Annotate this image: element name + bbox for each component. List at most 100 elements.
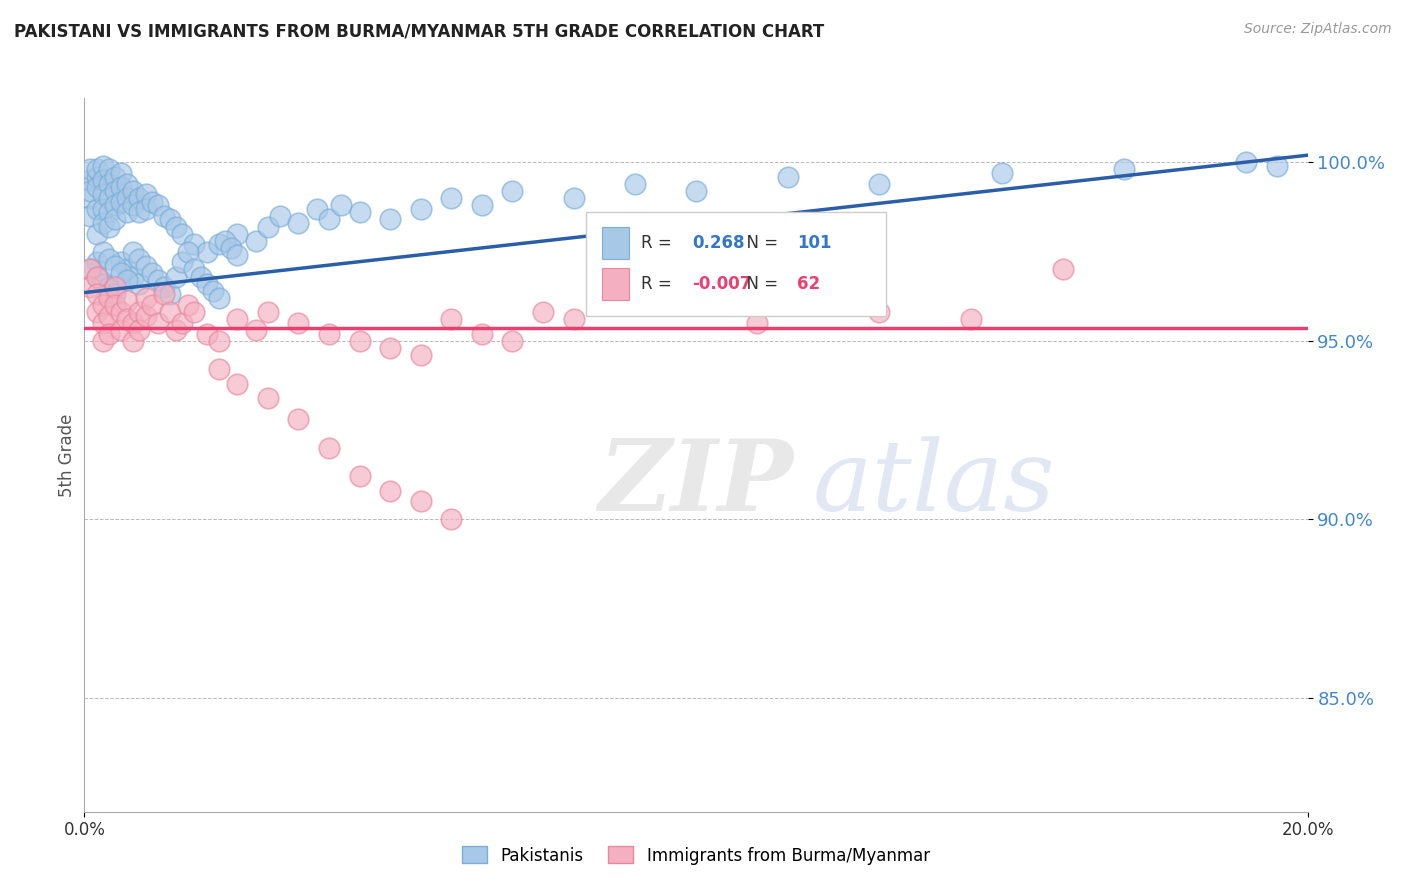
Point [91, 187, 114, 202]
Point [1265, 159, 1288, 173]
Point [104, 298, 127, 312]
Point [135, 291, 157, 305]
Point [135, 187, 157, 202]
Text: -0.007: -0.007 [692, 275, 752, 293]
Point [91, 173, 114, 187]
Point [115, 191, 138, 205]
Point [776, 169, 799, 184]
Point [305, 202, 328, 216]
Text: N =: N = [737, 234, 783, 252]
FancyBboxPatch shape [586, 212, 886, 316]
Point [991, 166, 1014, 180]
Point [159, 212, 181, 227]
Text: 101: 101 [797, 234, 832, 252]
Point [257, 391, 280, 405]
Point [165, 219, 187, 234]
Point [318, 441, 340, 455]
Point [208, 237, 231, 252]
Point [226, 376, 249, 391]
Bar [602, 227, 628, 259]
Point [91, 334, 114, 348]
Point [91, 202, 114, 216]
Point [110, 323, 132, 337]
Point [226, 248, 249, 262]
Point [287, 216, 309, 230]
Point [624, 280, 647, 294]
Point [409, 348, 432, 362]
Point [257, 219, 280, 234]
Point [807, 298, 830, 312]
Point [110, 305, 132, 319]
Point [86, 255, 108, 269]
Point [159, 305, 181, 319]
Point [110, 255, 132, 269]
Point [502, 334, 524, 348]
Point [440, 512, 463, 526]
Text: Source: ZipAtlas.com: Source: ZipAtlas.com [1244, 22, 1392, 37]
Point [97, 162, 120, 177]
Point [79, 280, 101, 294]
Text: PAKISTANI VS IMMIGRANTS FROM BURMA/MYANMAR 5TH GRADE CORRELATION CHART: PAKISTANI VS IMMIGRANTS FROM BURMA/MYANM… [14, 22, 824, 40]
Point [86, 180, 108, 194]
Point [226, 227, 249, 241]
Point [146, 273, 169, 287]
Point [128, 277, 150, 291]
Point [1234, 155, 1257, 169]
Point [562, 191, 585, 205]
Point [747, 316, 769, 330]
Point [153, 287, 176, 301]
Point [562, 312, 585, 326]
Text: atlas: atlas [813, 436, 1054, 531]
Point [122, 316, 145, 330]
Point [146, 198, 169, 212]
Point [146, 316, 169, 330]
Point [122, 184, 145, 198]
Text: R =: R = [641, 234, 676, 252]
Point [172, 227, 194, 241]
Point [135, 202, 157, 216]
Point [97, 280, 120, 294]
Point [115, 294, 138, 309]
Point [183, 305, 205, 319]
Point [226, 312, 249, 326]
Point [115, 273, 138, 287]
Y-axis label: 5th Grade: 5th Grade [58, 413, 76, 497]
Point [86, 287, 108, 301]
Point [110, 266, 132, 280]
Point [122, 244, 145, 259]
Point [79, 262, 101, 277]
Point [159, 287, 181, 301]
Point [685, 184, 707, 198]
Point [91, 159, 114, 173]
Point [104, 184, 127, 198]
Point [183, 237, 205, 252]
Point [208, 291, 231, 305]
Point [172, 316, 194, 330]
Point [86, 269, 108, 284]
Point [869, 177, 891, 191]
Point [869, 305, 891, 319]
Point [208, 334, 231, 348]
Point [349, 469, 371, 483]
Point [91, 277, 114, 291]
Point [97, 309, 120, 323]
Point [245, 234, 267, 248]
Point [531, 305, 554, 319]
Point [86, 305, 108, 319]
Point [79, 173, 101, 187]
Point [91, 298, 114, 312]
Point [115, 205, 138, 219]
Point [502, 184, 524, 198]
Point [110, 166, 132, 180]
Point [79, 191, 101, 205]
Point [104, 287, 127, 301]
Text: N =: N = [737, 275, 783, 293]
Point [195, 244, 218, 259]
Point [141, 266, 163, 280]
Point [104, 259, 127, 273]
Point [380, 483, 402, 498]
Point [128, 305, 150, 319]
Point [115, 262, 138, 277]
Text: R =: R = [641, 275, 676, 293]
Point [104, 169, 127, 184]
